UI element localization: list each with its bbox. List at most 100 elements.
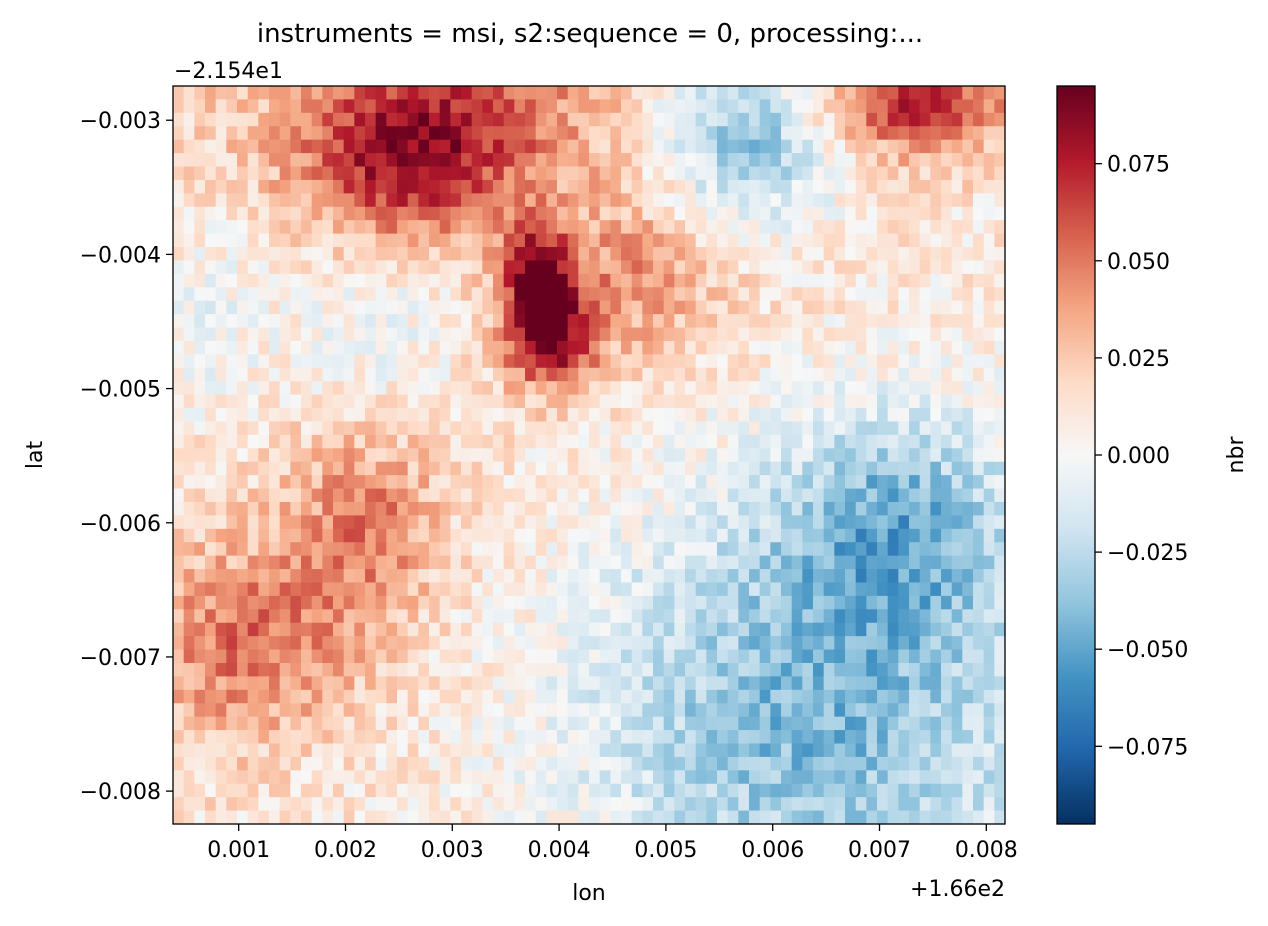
heatmap-cell (450, 662, 462, 677)
heatmap-cell (279, 327, 291, 342)
heatmap-cell (770, 126, 782, 141)
heatmap-cell (621, 448, 633, 463)
heatmap-cell (706, 381, 718, 396)
heatmap-cell (685, 703, 697, 718)
heatmap-cell (738, 475, 750, 490)
heatmap-cell (685, 595, 697, 610)
heatmap-cell (418, 542, 430, 557)
heatmap-cell (642, 354, 654, 369)
heatmap-cell (770, 381, 782, 396)
heatmap-cell (375, 206, 387, 221)
heatmap-cell (365, 247, 377, 262)
heatmap-cell (589, 770, 601, 785)
heatmap-cell (503, 99, 515, 114)
heatmap-cell (557, 797, 569, 812)
heatmap-cell (973, 569, 985, 584)
heatmap-cell (877, 206, 889, 221)
heatmap-cell (791, 381, 803, 396)
heatmap-cell (482, 716, 494, 731)
heatmap-cell (418, 112, 430, 127)
heatmap-cell (706, 434, 718, 449)
heatmap-cell (194, 206, 206, 221)
heatmap-cell (930, 260, 942, 275)
heatmap-cell (610, 582, 622, 597)
heatmap-cell (471, 139, 483, 154)
heatmap-cell (269, 783, 281, 798)
heatmap-cell (983, 300, 995, 315)
heatmap-cell (951, 300, 963, 315)
heatmap-cell (258, 730, 270, 745)
heatmap-cell (493, 139, 505, 154)
heatmap-cell (663, 314, 675, 329)
heatmap-cell (589, 783, 601, 798)
heatmap-cell (642, 247, 654, 262)
heatmap-cell (247, 448, 259, 463)
heatmap-cell (685, 193, 697, 208)
heatmap-cell (994, 488, 1006, 503)
heatmap-cell (226, 381, 238, 396)
heatmap-cell (973, 756, 985, 771)
heatmap-cell (695, 609, 707, 624)
heatmap-cell (887, 206, 899, 221)
heatmap-cell (194, 179, 206, 194)
heatmap-cell (258, 461, 270, 476)
heatmap-cell (919, 730, 931, 745)
heatmap-cell (930, 247, 942, 262)
heatmap-cell (450, 756, 462, 771)
x-tick-label: 0.003 (421, 838, 484, 863)
heatmap-cell (567, 153, 579, 168)
heatmap-cell (717, 595, 729, 610)
heatmap-cell (215, 287, 227, 302)
heatmap-cell (685, 662, 697, 677)
heatmap-cell (525, 716, 537, 731)
heatmap-cell (621, 153, 633, 168)
heatmap-cell (354, 153, 366, 168)
heatmap-cell (279, 756, 291, 771)
heatmap-cell (461, 340, 473, 355)
heatmap-cell (493, 730, 505, 745)
heatmap-cell (226, 689, 238, 704)
heatmap-cell (535, 233, 547, 248)
heatmap-cell (514, 770, 526, 785)
heatmap-cell (354, 408, 366, 423)
heatmap-cell (279, 153, 291, 168)
heatmap-cell (909, 99, 921, 114)
heatmap-cell (781, 609, 793, 624)
heatmap-cell (525, 112, 537, 127)
heatmap-cell (887, 609, 899, 624)
heatmap-cell (365, 367, 377, 382)
heatmap-cell (951, 394, 963, 409)
heatmap-cell (909, 595, 921, 610)
heatmap-cell (578, 434, 590, 449)
heatmap-cell (877, 676, 889, 691)
heatmap-cell (322, 582, 334, 597)
heatmap-cell (247, 434, 259, 449)
heatmap-cell (365, 703, 377, 718)
heatmap-cell (183, 126, 195, 141)
heatmap-cell (365, 609, 377, 624)
heatmap-cell (429, 461, 441, 476)
heatmap-cell (759, 408, 771, 423)
heatmap-cell (674, 582, 686, 597)
heatmap-cell (269, 488, 281, 503)
heatmap-cell (407, 810, 419, 825)
heatmap-cell (845, 153, 857, 168)
heatmap-cell (759, 394, 771, 409)
heatmap-cell (546, 273, 558, 288)
heatmap-cell (311, 783, 323, 798)
heatmap-cell (194, 112, 206, 127)
heatmap-cell (535, 542, 547, 557)
heatmap-cell (919, 421, 931, 436)
heatmap-cell (951, 206, 963, 221)
heatmap-cell (482, 461, 494, 476)
heatmap-cell (290, 716, 302, 731)
heatmap-cell (173, 394, 185, 409)
heatmap-cell (247, 475, 259, 490)
x-tick-label: 0.007 (848, 838, 911, 863)
heatmap-cell (695, 139, 707, 154)
heatmap-cell (397, 193, 409, 208)
heatmap-cell (322, 394, 334, 409)
heatmap-cell (877, 542, 889, 557)
heatmap-cell (365, 193, 377, 208)
heatmap-cell (279, 233, 291, 248)
